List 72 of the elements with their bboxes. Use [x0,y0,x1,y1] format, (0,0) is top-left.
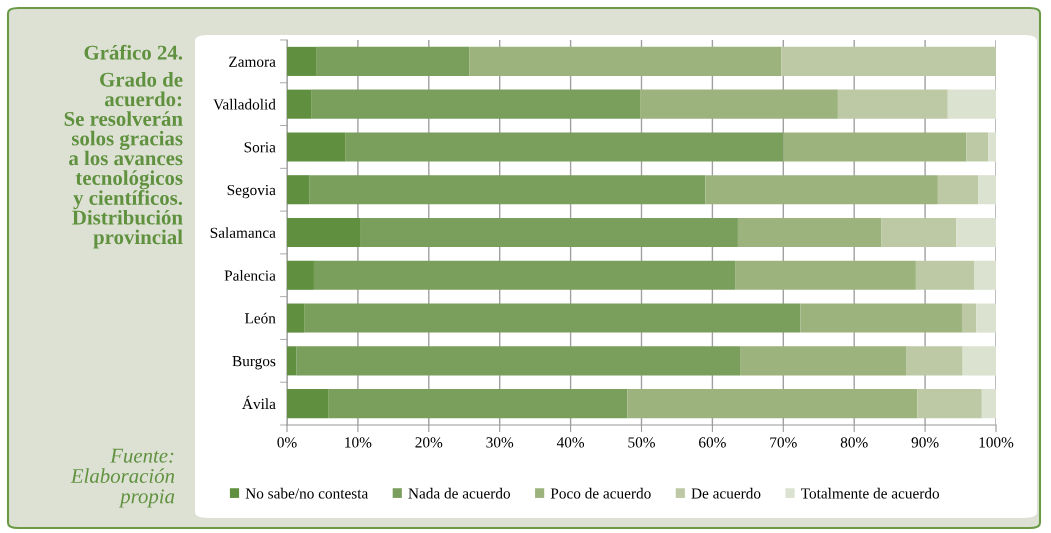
bar [915,260,975,290]
bar [937,175,979,205]
x-tick-label: 30% [486,437,514,448]
x-tick-label: 10% [345,437,372,448]
bar [981,389,996,419]
y-tick-label: Segovia [227,184,276,199]
legend-label: No sabe/no contesta [245,487,369,499]
legend-label: Totalmente de acuerdo [801,487,940,499]
bar [316,46,470,76]
bar [966,132,989,162]
x-tick-label: 80% [840,437,868,448]
bar [976,303,996,333]
bar [705,175,938,205]
chart-title: Gráfico 24. [84,44,183,60]
bar [917,389,982,419]
y-tick-label: León [244,312,276,324]
y-tick-label: Soria [244,142,276,153]
bar [640,89,838,119]
x-tick-label: 20% [415,437,443,448]
bar [287,346,297,376]
bar [961,303,977,333]
bar [360,217,738,248]
x-tick-label: 50% [628,437,655,448]
bar [740,346,907,376]
bar [309,175,706,205]
bar [287,217,361,248]
bar [837,89,948,119]
bar [287,389,329,419]
bar [947,89,996,119]
x-tick-label: 40% [556,437,585,448]
bar [956,217,996,248]
bar [627,389,918,419]
bar [988,132,996,162]
bar [287,303,305,333]
y-tick-label: Ávila [242,395,276,410]
bar [962,346,996,376]
legend-label: Poco de acuerdo [550,487,651,499]
legend-label: Nada de acuerdo [408,487,511,499]
bar [287,89,312,119]
y-tick-label: Palencia [224,269,276,281]
bar [737,217,882,248]
bar [974,260,996,290]
bar [800,303,962,333]
source-note: Fuente: Elaboración propia [70,448,175,508]
bar [469,46,782,76]
bar [781,46,996,76]
bar [287,46,317,76]
bar [978,175,996,205]
bar [345,132,784,162]
bar [881,217,957,248]
bar [287,175,310,205]
y-tick-label: Burgos [232,356,276,370]
x-tick-label: 100% [979,437,1014,448]
bar [328,389,628,419]
legend-label: De acuerdo [691,487,761,499]
x-tick-label: 70% [770,437,797,448]
bar [296,346,741,376]
bar [304,303,801,333]
y-tick-label: Valladolid [213,98,276,110]
y-tick-label: Salamanca [210,227,276,238]
x-tick-label: 60% [699,437,726,448]
y-tick-label: Zamora [229,56,276,67]
bar [735,260,916,290]
text: Grado de acuerdo: Se resolverán solos gracias a los avances tecnológicos y científicos. Distribución provincial [64,72,183,249]
bar [906,346,963,376]
bar [311,89,641,119]
bar [287,132,346,162]
bar [313,260,736,290]
x-tick-label: 90% [911,437,939,448]
bar [783,132,967,162]
x-tick-label: 0% [277,437,297,448]
bar [287,260,314,290]
